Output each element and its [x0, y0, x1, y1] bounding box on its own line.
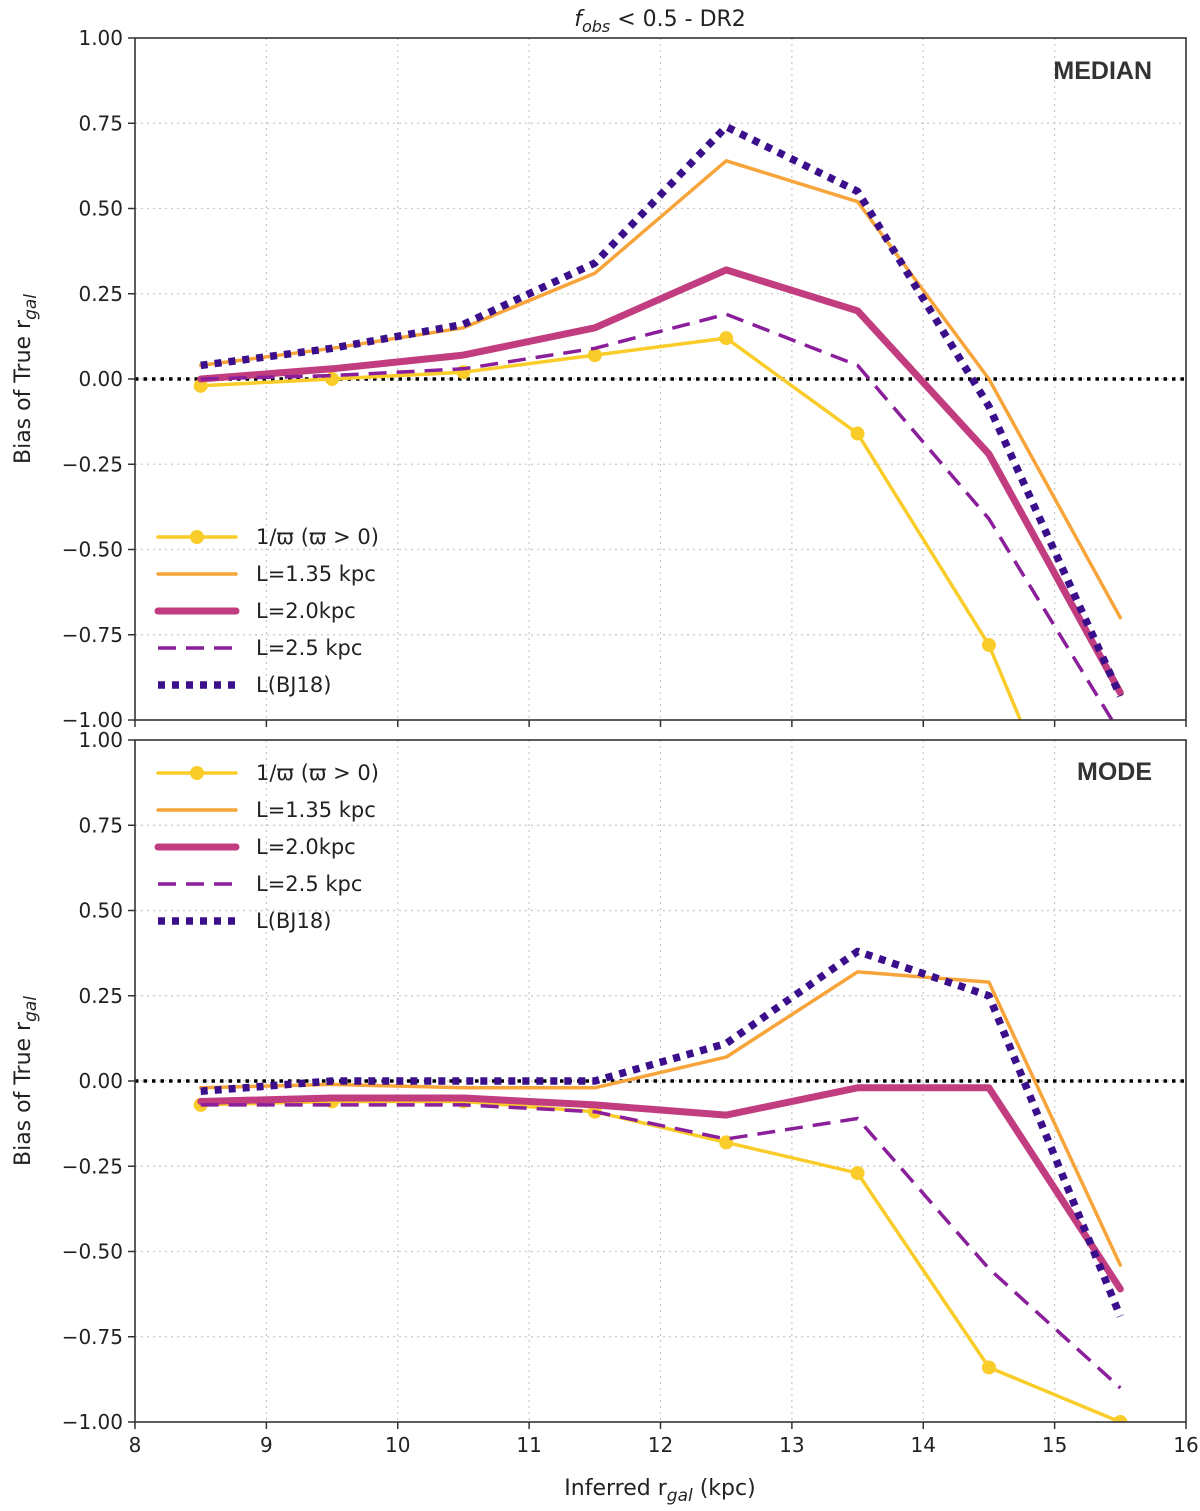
y-tick-label: −0.75 — [62, 623, 123, 647]
median-panel: 1.00 0.75 0.50 0.25 0.00 −0.25 −0.50 −0.75 −1.00… — [62, 26, 1187, 966]
x-tick-label: 10 — [385, 1433, 410, 1457]
x-tick-label: 14 — [911, 1433, 936, 1457]
chart-title: fobs < 0.5 - DR2 — [574, 7, 746, 36]
mode-data-point — [719, 1135, 734, 1150]
mode-data-point — [981, 1360, 996, 1375]
y-tick-label: 0.50 — [78, 197, 123, 221]
median-series-l-2-0kpc — [197, 266, 1124, 697]
legend-entry-label: 1/ϖ (ϖ > 0) — [256, 525, 379, 549]
median-data-point — [981, 637, 996, 652]
y-tick-label: 0.75 — [78, 111, 123, 135]
legend-entry-label: L=1.35 kpc — [256, 562, 376, 586]
mode-series-l-2-5-kpc — [200, 1103, 1122, 1390]
y-tick-label: 1.00 — [78, 728, 123, 752]
y-axis-label-top: Bias of True rgal — [11, 294, 41, 464]
y-tick-label: 0.75 — [78, 813, 123, 837]
x-tick-label: 15 — [1042, 1433, 1067, 1457]
y-tick-label: −1.00 — [62, 1410, 123, 1434]
mode-series-l-1-35-kpc — [198, 970, 1123, 1267]
median-series-group — [193, 122, 1127, 966]
legend-entry-label: L=2.0kpc — [256, 835, 356, 859]
x-tick-label: 11 — [516, 1433, 541, 1457]
x-axis-label: Inferred rgal (kpc) — [564, 1476, 755, 1506]
y-tick-label: −0.25 — [62, 452, 123, 476]
median-data-point — [1113, 952, 1127, 966]
median-legend: 1/ϖ (ϖ > 0) L=1.35 kpc L=2.0kpc L=2.5 kpc L(… — [154, 525, 379, 697]
median-series-1-0- — [198, 336, 1023, 720]
y-tick-label: −0.75 — [62, 1325, 123, 1349]
legend-entry-label: L=2.5 kpc — [256, 636, 362, 660]
x-tick-label: 8 — [129, 1433, 142, 1457]
legend-entry-label: L(BJ18) — [256, 673, 331, 697]
mode-panel-label: MODE — [1077, 758, 1152, 786]
x-tick-label: 13 — [779, 1433, 804, 1457]
legend-entry-label: L(BJ18) — [256, 909, 331, 933]
y-tick-label: 0.00 — [78, 1069, 123, 1093]
y-tick-label: 0.25 — [78, 282, 123, 306]
median-data-point — [193, 378, 208, 393]
y-tick-label: −0.50 — [62, 1240, 123, 1264]
mode-series-l-2-0kpc — [197, 1084, 1124, 1293]
legend-entry-label: L=2.0kpc — [256, 599, 356, 623]
mode-data-point — [1113, 1415, 1128, 1422]
median-panel-label: MEDIAN — [1053, 57, 1152, 85]
y-tick-label: 0.00 — [78, 367, 123, 391]
y-tick-label: −0.50 — [62, 538, 123, 562]
legend-marker — [190, 530, 204, 544]
x-tick-label: 9 — [260, 1433, 273, 1457]
y-tick-label: 0.25 — [78, 984, 123, 1008]
y-tick-label: 0.50 — [78, 899, 123, 923]
median-series-l-2-5-kpc — [200, 312, 1115, 720]
y-tick-label: 1.00 — [78, 26, 123, 50]
legend-entry-label: L=1.35 kpc — [256, 798, 376, 822]
y-tick-label: −0.25 — [62, 1154, 123, 1178]
median-data-point — [587, 348, 602, 363]
legend-marker — [190, 766, 204, 780]
mode-panel: 8 9 10 11 12 13 14 15 16 1.00 0.75 0.50 0.25 0.00 −0.2… — [62, 728, 1199, 1457]
legend-entry-label: 1/ϖ (ϖ > 0) — [256, 761, 379, 785]
y-axis-label-bottom: Bias of True rgal — [11, 996, 41, 1166]
mode-data-point — [850, 1166, 865, 1181]
mode-series-group — [193, 947, 1128, 1422]
median-data-point — [719, 331, 734, 346]
legend-entry-label: L=2.5 kpc — [256, 872, 362, 896]
median-series-l-bj18- — [200, 122, 1124, 698]
mode-legend: 1/ϖ (ϖ > 0) L=1.35 kpc L=2.0kpc L=2.5 kpc L(… — [154, 761, 379, 933]
mode-series-l-bj18- — [200, 947, 1124, 1318]
median-data-point — [850, 426, 865, 441]
x-tick-label: 16 — [1173, 1433, 1198, 1457]
y-tick-label: −1.00 — [62, 708, 123, 732]
x-tick-label: 12 — [648, 1433, 673, 1457]
